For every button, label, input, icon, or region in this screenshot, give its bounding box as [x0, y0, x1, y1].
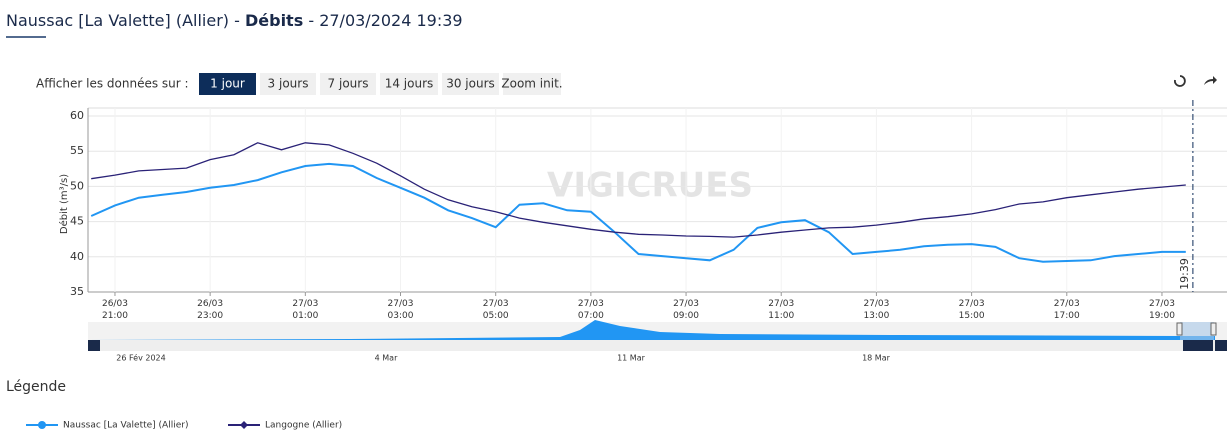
navigator-label: 4 Mar: [375, 354, 398, 363]
range-button-label[interactable]: 1 jour: [210, 77, 245, 91]
y-axis-label: Débit (m³/s): [58, 174, 70, 234]
series-line: [90, 162, 1186, 263]
series-line: [91, 142, 1186, 238]
y-tick-label: 50: [70, 179, 84, 192]
share-icon[interactable]: [1204, 76, 1217, 85]
scroll-right[interactable]: [1215, 340, 1227, 351]
range-button[interactable]: [320, 73, 376, 95]
legend-title: Légende: [6, 379, 66, 395]
x-tick-label: 27/03 05:00: [483, 299, 509, 321]
y-tick-label: 35: [70, 285, 84, 298]
range-button-label[interactable]: 7 jours: [328, 77, 369, 91]
x-tick-label: 27/03 15:00: [959, 299, 985, 321]
sep: -: [303, 11, 319, 30]
navigator-handle[interactable]: [1210, 322, 1217, 336]
x-tick-label: 27/03 19:00: [1149, 299, 1175, 321]
x-tick-label: 27/03 17:00: [1054, 299, 1080, 321]
x-tick-label: 27/03 01:00: [292, 299, 318, 321]
legend-marker[interactable]: [240, 421, 248, 429]
legend-marker[interactable]: [38, 421, 46, 429]
title: Naussac [La Valette] (Allier) - Débits -…: [6, 11, 463, 30]
legend-label[interactable]: Naussac [La Valette] (Allier): [63, 421, 188, 431]
navigator-area: [88, 320, 1215, 340]
y-tick-label: 40: [70, 250, 84, 263]
navigator-label: 26 Fév 2024: [116, 353, 165, 363]
range-button[interactable]: [380, 73, 438, 95]
x-tick-label: 27/03 09:00: [673, 299, 699, 321]
navigator-label: 18 Mar: [862, 354, 891, 363]
x-tick-label: 27/03 03:00: [388, 299, 414, 321]
measure: Débits: [245, 11, 303, 30]
range-button-label[interactable]: Zoom init.: [501, 77, 562, 91]
range-button[interactable]: [199, 73, 256, 95]
y-tick-label: 45: [70, 215, 84, 228]
x-tick-label: 26/03 23:00: [197, 299, 223, 321]
legend-label[interactable]: Langogne (Allier): [265, 421, 342, 431]
reload-icon[interactable]: [1174, 75, 1186, 87]
range-button-label[interactable]: 3 jours: [268, 77, 309, 91]
y-tick-label: 60: [70, 109, 84, 122]
x-tick-label: 27/03 11:00: [768, 299, 794, 321]
range-button[interactable]: [442, 73, 499, 95]
watermark: VIGICRUES: [547, 166, 753, 206]
x-tick-label: 26/03 21:00: [102, 299, 128, 321]
toolbar-label: Afficher les données sur :: [36, 77, 189, 91]
station: Naussac [La Valette] (Allier): [6, 11, 229, 30]
range-button[interactable]: [503, 73, 561, 95]
scroll-left[interactable]: [88, 340, 100, 351]
y-tick-label: 55: [70, 144, 84, 157]
navigator-handle[interactable]: [1176, 322, 1183, 336]
range-button-label[interactable]: 14 jours: [385, 77, 434, 91]
scrollbar[interactable]: [88, 340, 1227, 351]
sep: -: [229, 11, 245, 30]
scroll-thumb[interactable]: [1183, 340, 1213, 351]
x-tick-label: 27/03 13:00: [863, 299, 889, 321]
range-button[interactable]: [260, 73, 316, 95]
navigator-selection[interactable]: [1180, 322, 1214, 340]
x-tick-label: 27/03 07:00: [578, 299, 604, 321]
datetime: 27/03/2024 19:39: [319, 11, 462, 30]
now-label: 19:39: [1178, 258, 1191, 290]
range-button-label[interactable]: 30 jours: [446, 77, 495, 91]
navigator-label: 11 Mar: [617, 354, 646, 363]
